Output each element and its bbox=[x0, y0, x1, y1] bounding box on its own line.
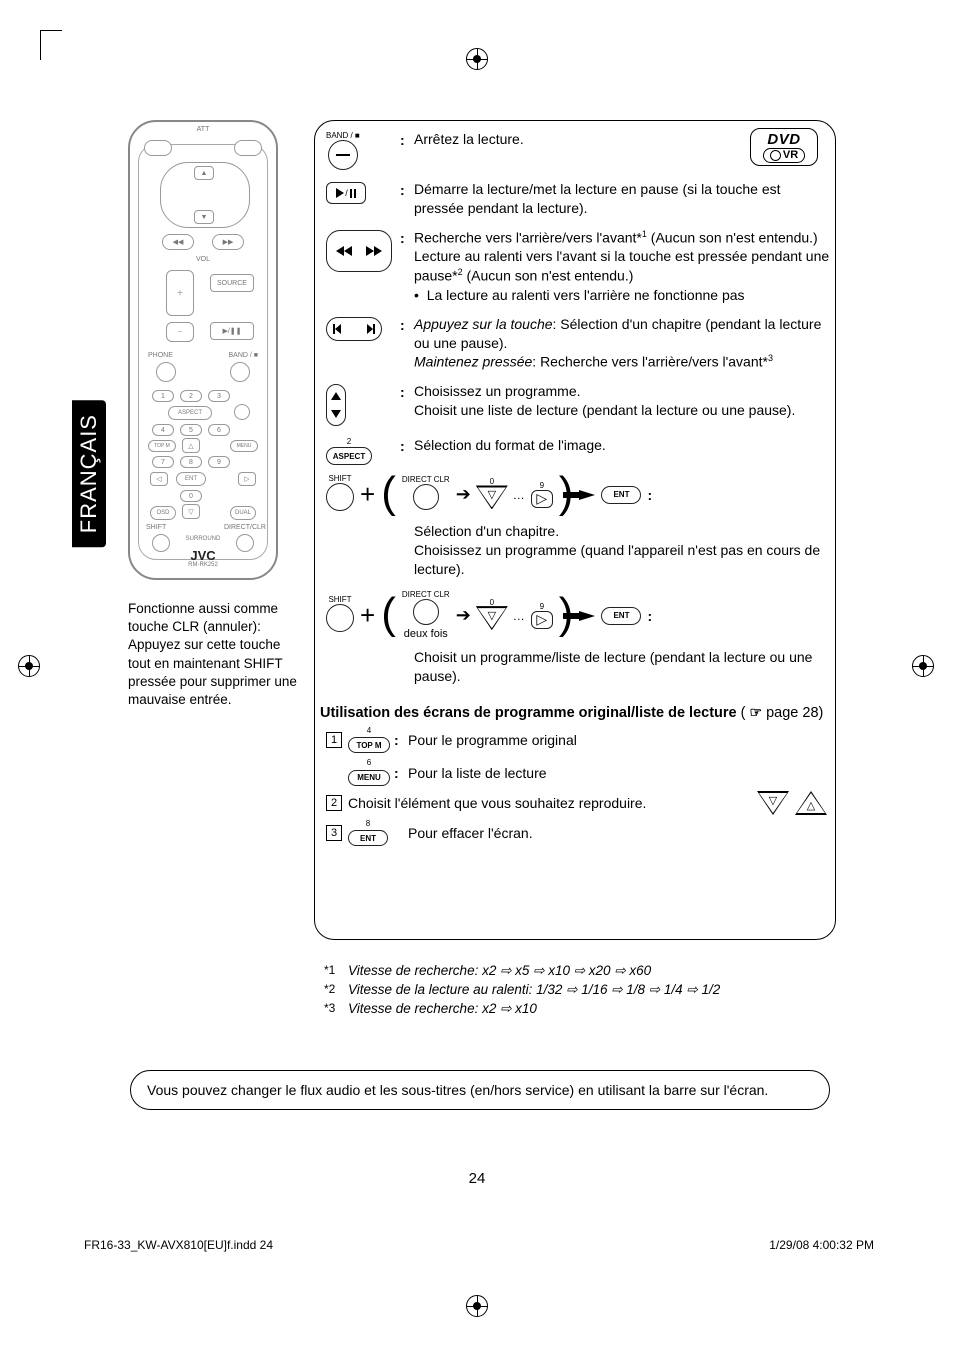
seq2-text: Choisit un programme/liste de lecture (p… bbox=[414, 649, 812, 684]
btn-vol-minus: − bbox=[166, 322, 194, 342]
footnotes: *1Vitesse de recherche: x2 ⇨ x5 ⇨ x10 ⇨ … bbox=[324, 960, 834, 1020]
num-6: 6 bbox=[208, 424, 230, 436]
footer-right: 1/29/08 4:00:32 PM bbox=[769, 1238, 874, 1252]
skip-press-label: Appuyez sur la touche bbox=[414, 316, 553, 332]
btn-rew: ◀◀ bbox=[162, 234, 194, 250]
prog-line2: Choisit une liste de lecture (pendant la… bbox=[414, 402, 795, 418]
icon-updown bbox=[320, 382, 400, 426]
registration-mark bbox=[466, 48, 488, 70]
tri-up: △ bbox=[182, 438, 200, 453]
step-2: 2 Choisit l'élément que vous souhaitez r… bbox=[320, 792, 830, 814]
seek-line1a: Recherche vers l'arrière/vers l'avant* bbox=[414, 229, 642, 245]
step-1a: 1 4 TOP M : Pour le programme original bbox=[320, 727, 830, 754]
dpad-down: ▼ bbox=[194, 210, 214, 224]
footer-left: FR16-33_KW-AVX810[EU]f.indd 24 bbox=[84, 1238, 273, 1252]
btn-disp bbox=[234, 140, 262, 156]
label-shift: SHIFT bbox=[146, 524, 166, 531]
icon-aspect: 2 ASPECT bbox=[320, 436, 400, 466]
btn-source: SOURCE bbox=[210, 274, 254, 292]
btn-menu: MENU bbox=[230, 440, 258, 452]
btn-on bbox=[144, 140, 172, 156]
colon: : bbox=[400, 130, 414, 148]
icon-band-stop: BAND / ■ bbox=[320, 130, 400, 170]
registration-mark bbox=[18, 655, 40, 677]
bottom-note: Vous pouvez changer le flux audio et les… bbox=[130, 1070, 830, 1110]
left-note: Fonctionne aussi comme touche CLR (annul… bbox=[128, 600, 298, 709]
shift-sequence-2: SHIFT + ( DIRECT CLR deux fois ➔ 0 ▽ … 9… bbox=[320, 591, 830, 640]
page: FRANÇAIS ATT ▲ ▼ ◀◀ ▶▶ VOL ＋ SOURCE − ▶/… bbox=[0, 0, 954, 1352]
label-phone: PHONE bbox=[148, 352, 173, 359]
language-tab: FRANÇAIS bbox=[72, 400, 106, 547]
skip-hold-label: Maintenez pressée bbox=[414, 354, 532, 370]
page-number: 24 bbox=[0, 1170, 954, 1187]
remote-illustration: ATT ▲ ▼ ◀◀ ▶▶ VOL ＋ SOURCE − ▶/❚❚ PHONE … bbox=[128, 120, 278, 580]
num-1: 1 bbox=[152, 390, 174, 402]
tri-right: ▷ bbox=[238, 472, 256, 486]
btn-osd: OSD bbox=[150, 506, 176, 520]
label-band: BAND / ■ bbox=[228, 352, 258, 359]
num-0: 0 bbox=[180, 490, 202, 502]
label-jvc: JVC bbox=[130, 548, 276, 563]
label-att: ATT bbox=[130, 126, 276, 133]
seq1-line1: Sélection d'un chapitre. bbox=[414, 523, 559, 539]
dvd-text: DVD bbox=[767, 131, 800, 148]
label-model: RM-RK252 bbox=[130, 562, 276, 568]
btn-aspect: ASPECT bbox=[168, 406, 212, 420]
num-7: 7 bbox=[152, 456, 174, 468]
num-2: 2 bbox=[180, 390, 202, 402]
icon-seek-rocker bbox=[320, 228, 400, 272]
dpad-up: ▲ bbox=[194, 166, 214, 180]
btn-band bbox=[230, 362, 250, 382]
section-title: Utilisation des écrans de programme orig… bbox=[320, 704, 830, 721]
crop-mark bbox=[40, 30, 62, 60]
num-8: 8 bbox=[180, 456, 202, 468]
btn-ent: ENT bbox=[176, 472, 206, 486]
text-aspect: Sélection du format de l'image. bbox=[414, 436, 830, 455]
step-1b: 6 MENU : Pour la liste de lecture bbox=[320, 759, 830, 786]
btn-playpause: ▶/❚❚ bbox=[210, 322, 254, 340]
seq1-line2: Choisissez un programme (quand l'apparei… bbox=[414, 542, 820, 577]
btn-phone bbox=[156, 362, 176, 382]
num-5: 5 bbox=[180, 424, 202, 436]
footer: FR16-33_KW-AVX810[EU]f.indd 24 1/29/08 4… bbox=[84, 1238, 874, 1252]
tri-left: ◁ bbox=[150, 472, 168, 486]
label-surround: SURROUND bbox=[130, 536, 276, 542]
registration-mark bbox=[466, 1295, 488, 1317]
label-vol: VOL bbox=[130, 256, 276, 263]
seek-bullet: • La lecture au ralenti vers l'arrière n… bbox=[414, 286, 830, 305]
icon-skip bbox=[320, 315, 400, 341]
btn-topm: TOP M bbox=[148, 440, 176, 452]
vr-text: VR bbox=[763, 148, 805, 163]
tri-down: ▽ bbox=[182, 504, 200, 519]
num-3: 3 bbox=[208, 390, 230, 402]
text-play-pause: Démarre la lecture/met la lecture en pau… bbox=[414, 180, 830, 218]
btn-dual: DUAL bbox=[230, 506, 256, 520]
prog-line1: Choisissez un programme. bbox=[414, 383, 581, 399]
registration-mark bbox=[912, 655, 934, 677]
step-3: 3 8 ENT Pour effacer l'écran. bbox=[320, 820, 830, 847]
btn-return bbox=[234, 404, 250, 420]
shift-sequence-1: SHIFT + ( DIRECT CLR ➔ 0 ▽ … 9 ▷ ) ENT : bbox=[320, 475, 830, 514]
icon-play-pause: / bbox=[320, 180, 400, 204]
num-4: 4 bbox=[152, 424, 174, 436]
num-9: 9 bbox=[208, 456, 230, 468]
label-direct: DIRECT/CLR bbox=[224, 524, 266, 531]
dvd-vr-badge: DVD VR bbox=[750, 128, 818, 166]
btn-ff: ▶▶ bbox=[212, 234, 244, 250]
content: DVD VR BAND / ■ : Arrêtez la lecture. / … bbox=[320, 118, 830, 852]
btn-vol: ＋ bbox=[166, 270, 194, 316]
